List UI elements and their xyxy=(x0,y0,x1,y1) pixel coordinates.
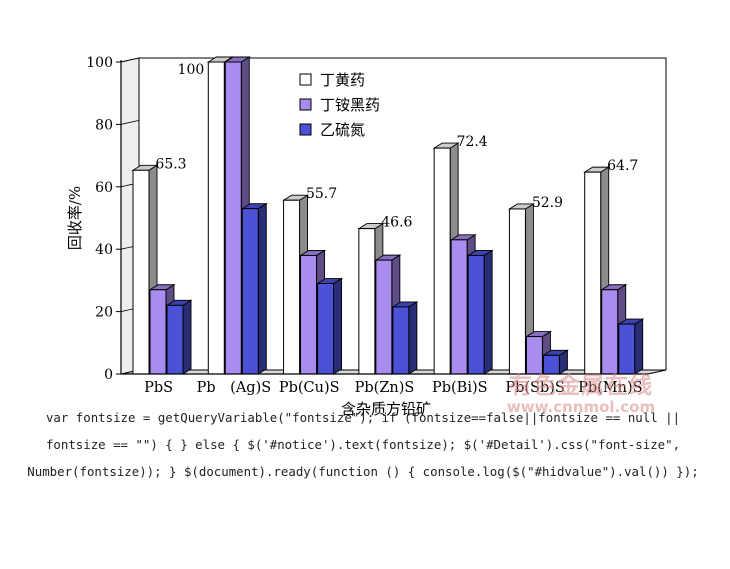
bar xyxy=(165,299,193,375)
bar-front xyxy=(207,61,225,375)
y-axis-label: 回收率/% xyxy=(66,186,84,250)
bar-chart: 0 20 40 60 80 100 回收率/% 含杂质方铅矿 65.3 PbS 100 Pb (Ag… xyxy=(66,55,667,418)
x-tick-label: Pb(Sb)S xyxy=(505,380,565,396)
bar-front xyxy=(166,304,184,375)
bar xyxy=(391,301,419,375)
x-tick-label: Pb (Ag)S xyxy=(197,380,272,396)
bar-front xyxy=(433,147,451,375)
bar-front xyxy=(601,289,619,375)
bar xyxy=(507,203,535,375)
y-tick-label: 40 xyxy=(95,242,113,258)
y-tick-label: 20 xyxy=(95,305,113,321)
data-label: 64.7 xyxy=(607,158,638,174)
x-tick-label: Pb(Zn)S xyxy=(355,380,415,396)
data-label: 55.7 xyxy=(306,186,337,202)
x-tick-label: Pb(Cu)S xyxy=(279,380,340,396)
bar-front xyxy=(508,208,526,375)
bar-front xyxy=(149,289,167,375)
bar-front xyxy=(467,254,485,375)
bar-side xyxy=(182,299,192,375)
legend-swatch xyxy=(299,73,312,86)
bar-side xyxy=(333,277,343,375)
y-tick-label: 0 xyxy=(104,367,113,383)
bar-front xyxy=(584,171,602,375)
bar-front xyxy=(283,199,301,375)
data-label: 72.4 xyxy=(457,134,488,150)
bar-front xyxy=(300,254,318,375)
y-tick-label: 60 xyxy=(95,180,113,196)
bar-side xyxy=(634,318,644,375)
bar-side xyxy=(408,301,418,375)
bar xyxy=(541,349,569,375)
axes: 0 20 40 60 80 100 xyxy=(86,55,648,383)
bar-side xyxy=(257,202,267,375)
bars xyxy=(131,56,645,375)
bar xyxy=(524,330,552,375)
bar-front xyxy=(450,239,468,375)
labels: 回收率/% 含杂质方铅矿 65.3 PbS 100 Pb (Ag)S 55.7 Pb(Cu)S… xyxy=(66,62,643,418)
x-tick-label: Pb(Mn)S xyxy=(578,380,642,396)
legend-label: 丁铵黑药 xyxy=(320,96,380,114)
data-label: 100 xyxy=(178,62,205,78)
bar xyxy=(617,318,645,375)
bar-front xyxy=(132,169,150,375)
bar-front xyxy=(618,323,636,375)
bar-front xyxy=(525,336,543,375)
data-label: 46.6 xyxy=(381,215,412,231)
bar-side xyxy=(483,249,493,375)
bar xyxy=(240,202,268,375)
legend-label: 乙硫氮 xyxy=(320,121,365,139)
bar xyxy=(316,277,344,375)
bar-front xyxy=(542,354,560,375)
bar-front xyxy=(224,61,242,375)
legend-swatch xyxy=(299,98,312,111)
bar-front xyxy=(392,306,410,375)
gridline-depth xyxy=(120,120,140,125)
bar-front xyxy=(358,228,376,375)
y-tick-label: 80 xyxy=(95,117,113,133)
x-axis-label: 含杂质方铅矿 xyxy=(341,400,431,418)
y-tick-label: 100 xyxy=(86,55,113,71)
bar-front xyxy=(317,283,335,375)
x-tick-label: PbS xyxy=(144,380,173,396)
bar-front xyxy=(375,259,393,375)
data-label: 65.3 xyxy=(155,156,186,172)
bar-front xyxy=(241,208,259,375)
code-snippet-text: var fontsize = getQueryVariable("fontsiz… xyxy=(27,410,699,479)
bar xyxy=(466,249,494,375)
legend-label: 丁黄药 xyxy=(320,71,365,89)
data-label: 52.9 xyxy=(532,195,563,211)
legend-swatch xyxy=(299,123,312,136)
x-tick-label: Pb(Bi)S xyxy=(432,380,488,396)
